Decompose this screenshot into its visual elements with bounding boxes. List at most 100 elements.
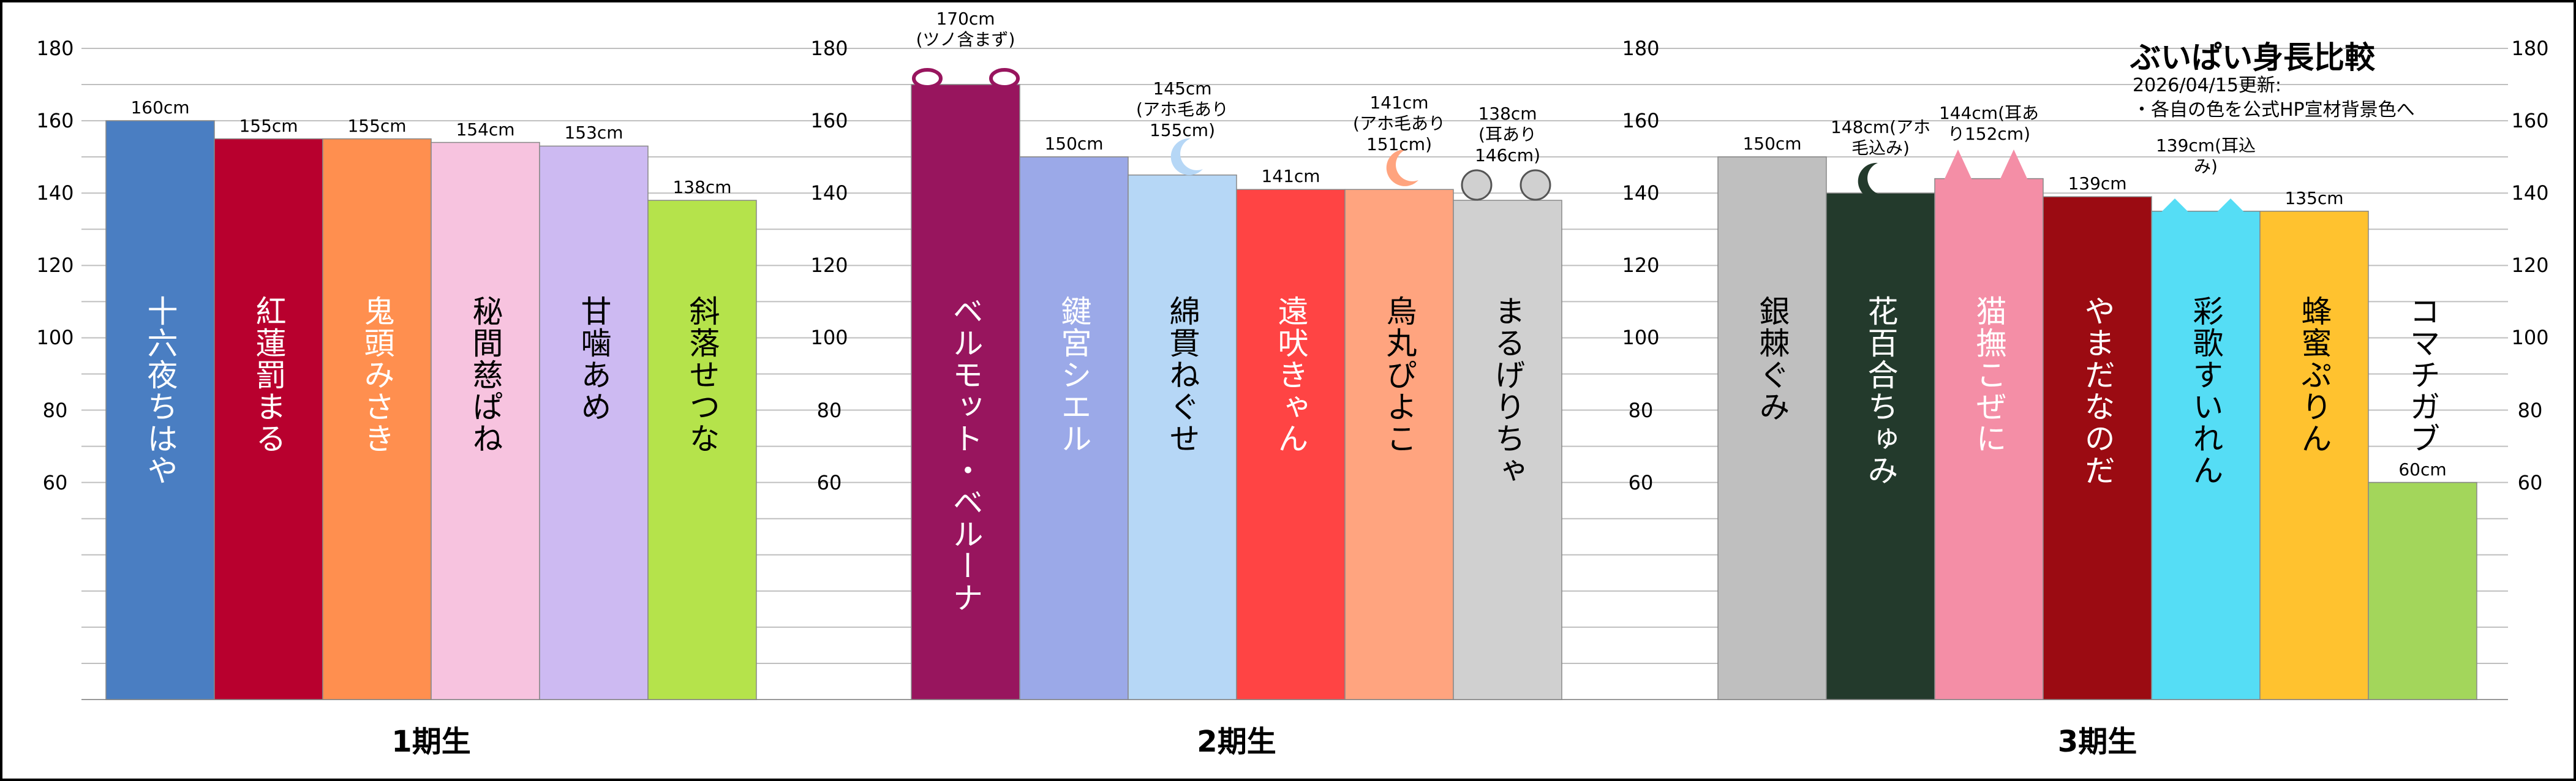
y-tick-label: 60 <box>42 470 68 494</box>
bar <box>1019 156 1129 700</box>
value-label: 138cm <box>1478 104 1537 124</box>
y-tick-label: 100 <box>810 326 848 350</box>
bar-annotation: 141cm <box>1238 166 1344 187</box>
bar-annotation: 155cm <box>325 116 430 137</box>
y-tick-label: 140 <box>2511 181 2549 205</box>
value-label: 153cm <box>564 123 623 143</box>
bar <box>322 138 432 700</box>
horn <box>912 68 943 89</box>
value-label: 60cm <box>2398 459 2447 480</box>
y-tick-label: 160 <box>36 109 74 133</box>
horn <box>989 68 1020 89</box>
bar <box>2368 481 2477 700</box>
bar-name: コマチガブ <box>2405 295 2441 455</box>
y-tick-label: 180 <box>36 37 74 60</box>
group-label: 3期生 <box>2057 725 2137 759</box>
y-tick-label: 60 <box>1628 470 1654 494</box>
y-tick-label: 180 <box>2511 37 2549 60</box>
bar-name: 蜂蜜ぷりん <box>2296 295 2332 455</box>
y-tick-label: 160 <box>810 109 848 133</box>
bar-annotation: 150cm <box>1720 134 1825 154</box>
value-label: 155cm <box>239 115 298 136</box>
bar <box>105 120 215 700</box>
subtitle: 2026/04/15更新: <box>2133 75 2282 96</box>
y-tick-label: 80 <box>42 398 68 422</box>
note: (アホ毛あり151cm) <box>1353 113 1445 155</box>
bar-annotation: 139cm <box>2045 173 2150 194</box>
bar <box>2259 211 2369 700</box>
bar-annotation: 155cm <box>216 116 322 137</box>
y-tick-label: 140 <box>36 181 74 205</box>
bar <box>1344 189 1454 700</box>
bar-name: 彩歌すいれん <box>2188 295 2224 486</box>
y-tick-label: 60 <box>816 470 842 494</box>
y-tick-label: 100 <box>1622 326 1660 350</box>
ahoge <box>1858 162 1890 200</box>
y-tick-label: 180 <box>810 37 848 60</box>
bar <box>539 145 649 700</box>
bar-name: 甘噛あめ <box>576 295 612 423</box>
bar-annotation: 138cm (耳あり146cm) <box>1455 104 1561 166</box>
bar-name: 秘間慈ぱね <box>467 295 503 455</box>
bar-name: 鍵宮シエル <box>1056 295 1092 455</box>
title: ぶいぱい身長比較 <box>2130 40 2375 75</box>
value-label: 141cm <box>1369 92 1429 113</box>
y-tick-label: 80 <box>1628 398 1654 422</box>
ear <box>2161 198 2189 213</box>
y-tick-label: 140 <box>810 181 848 205</box>
y-tick-label: 180 <box>1622 37 1660 60</box>
y-tick-label: 80 <box>2517 398 2543 422</box>
bar-annotation: 144cm(耳あり152cm) <box>1937 103 2042 145</box>
bar-name: 烏丸ぴよこ <box>1381 295 1417 455</box>
y-tick-label: 60 <box>2517 470 2543 494</box>
subtitle: ・各自の色を公式HP宣材背景色へ <box>2133 99 2415 121</box>
bar-name: 十六夜ちはや <box>142 295 178 486</box>
value-label: 138cm <box>672 177 732 198</box>
bar <box>647 200 757 700</box>
value-label: 160cm <box>130 97 190 118</box>
y-tick-label: 140 <box>1622 181 1660 205</box>
decorations <box>912 68 2245 213</box>
bar-annotation: 150cm <box>1022 134 1127 154</box>
bar-annotation: 170cm (ツノ含まず) <box>913 9 1019 50</box>
bar-name: 斜落せつな <box>684 295 720 455</box>
bar <box>1934 178 2044 700</box>
bar-name: 綿貫ねぐせ <box>1164 295 1200 455</box>
bar <box>1826 192 1935 700</box>
bar-annotation: 141cm (アホ毛あり151cm) <box>1347 92 1452 155</box>
value-label: 139cm <box>2068 173 2127 194</box>
bar <box>214 138 323 700</box>
bar-annotation: 148cm(アホ毛込み) <box>1828 117 1934 159</box>
ear <box>1520 169 1551 201</box>
value-label: 155cm <box>347 115 407 136</box>
bar-annotation: 139cm(耳込み) <box>2153 135 2259 177</box>
value-label: 150cm <box>1742 134 1802 154</box>
value-label: 170cm <box>936 9 995 29</box>
note: 139cm(耳込み) <box>2155 135 2256 176</box>
y-tick-label: 80 <box>816 398 842 422</box>
ear <box>1944 149 1972 180</box>
bar-annotation: 138cm <box>650 177 755 198</box>
y-tick-label: 120 <box>2511 254 2549 277</box>
group-label: 1期生 <box>391 725 471 759</box>
value-label: 135cm <box>2284 187 2344 208</box>
value-label: 150cm <box>1044 134 1104 154</box>
bar <box>1236 189 1346 700</box>
bar <box>1128 174 1237 700</box>
bar-annotation: 135cm <box>2262 188 2367 209</box>
y-tick-label: 100 <box>36 326 74 350</box>
bar-name: やまだなのだ <box>2079 295 2115 486</box>
value-label: 145cm <box>1153 78 1212 99</box>
bar <box>1717 156 1827 700</box>
bar-name: ベルモット・ベルーナ <box>947 295 984 614</box>
group-label: 2期生 <box>1197 725 1276 759</box>
bar-name: まるげりちゃ <box>1489 295 1526 486</box>
bar <box>2043 196 2152 700</box>
y-tick-label: 120 <box>810 254 848 277</box>
bar <box>431 141 540 700</box>
bar-name: 銀棘ぐみ <box>1754 295 1790 423</box>
ahoge <box>1170 138 1203 175</box>
y-tick-label: 160 <box>2511 109 2549 133</box>
